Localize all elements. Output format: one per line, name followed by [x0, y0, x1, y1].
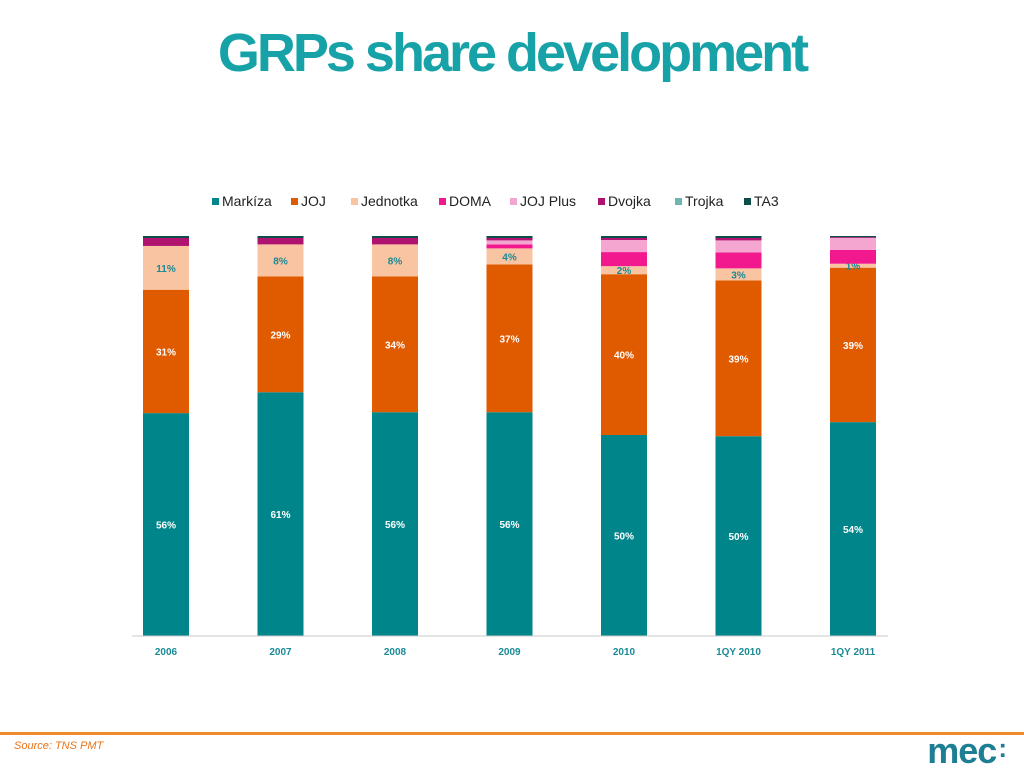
data-label-markiza-2008: 56%: [385, 520, 405, 531]
bar-markiza-1qy-2010: [715, 436, 762, 636]
data-label-markiza-1qy-2011: 54%: [843, 525, 863, 536]
bar-jednotka-2009: [486, 248, 533, 265]
data-label-jednotka-1qy-2010: 3%: [731, 270, 746, 281]
data-label-jednotka-2006: 11%: [156, 264, 176, 275]
x-axis-ticks: 2006 2007 2008 2009 2010 1QY 2010 1QY 2011: [155, 647, 876, 658]
data-label-joj-2008: 34%: [385, 340, 405, 351]
legend-label-ta3: TA3: [754, 193, 779, 209]
bar-doma-2009: [486, 244, 533, 249]
legend-swatch-ta3: [744, 198, 751, 205]
data-label-joj-2009: 37%: [499, 334, 519, 345]
legend-label-markiza: Markíza: [222, 193, 272, 209]
bar-dvojka-2006: [143, 237, 189, 246]
bar-joj-plus-1qy-2011: [830, 237, 876, 250]
legend-label-jednotka: Jednotka: [361, 193, 418, 209]
bar-joj-2006: [143, 289, 189, 414]
data-label-jednotka-2008: 8%: [388, 256, 403, 267]
bar-jednotka-1qy-2011: [830, 263, 876, 268]
x-tick-label-2007: 2007: [269, 647, 292, 658]
bar-ta3-2007: [257, 236, 304, 238]
bar-dvojka-2008: [372, 237, 418, 245]
x-tick-label-2010: 2010: [613, 647, 636, 658]
data-label-jednotka-1qy-2011: 1%: [846, 262, 861, 273]
bar-joj-2008: [372, 276, 418, 413]
legend-swatch-jednotka: [351, 198, 358, 205]
bar-dvojka-2007: [257, 237, 304, 245]
bar-markiza-2007: [257, 392, 304, 636]
source-note: Source: TNS PMT: [14, 740, 104, 752]
x-tick-label-2006: 2006: [155, 647, 178, 658]
chart-legend: Markíza JOJ Jednotka DOMA JOJ Plus Dvojka Troj…: [212, 193, 779, 209]
bar-markiza-2006: [143, 413, 189, 636]
bar-joj-2007: [257, 276, 304, 393]
bar-jednotka-2007: [257, 244, 304, 277]
bar-dvojka-2010: [601, 238, 647, 241]
x-tick-label-2009: 2009: [498, 647, 521, 658]
bar-ta3-1qy-2010: [715, 236, 762, 238]
legend-swatch-joj-plus: [510, 198, 517, 205]
bar-dvojka-1qy-2011: [830, 237, 876, 238]
data-label-markiza-2010: 50%: [614, 531, 634, 542]
logo-wordmark: mec: [927, 730, 997, 771]
bar-markiza-2010: [601, 434, 647, 636]
bar-joj-2009: [486, 264, 533, 413]
legend-swatch-dvojka: [598, 198, 605, 205]
legend-swatch-trojka: [675, 198, 682, 205]
data-label-joj-1qy-2010: 39%: [728, 354, 748, 365]
bar-doma-2010: [601, 252, 647, 267]
bar-ta3-2006: [143, 236, 189, 238]
logo-colon-mark: :: [998, 733, 1007, 763]
data-label-jednotka-2007: 8%: [273, 256, 288, 267]
bar-joj-plus-1qy-2010: [715, 240, 762, 253]
data-label-markiza-2009: 56%: [499, 520, 519, 531]
data-label-jednotka-2009: 4%: [502, 252, 517, 263]
x-tick-label-1qy-2010: 1QY 2010: [716, 647, 761, 658]
bar-markiza-1qy-2011: [830, 422, 876, 636]
bar-jednotka-2008: [372, 244, 418, 277]
bar-ta3-2008: [372, 236, 418, 238]
data-label-markiza-1qy-2010: 50%: [728, 532, 748, 543]
legend-label-trojka: Trojka: [685, 193, 724, 209]
bar-ta3-2009: [486, 236, 533, 238]
data-label-joj-1qy-2011: 39%: [843, 341, 863, 352]
stacked-bar-chart: Markíza JOJ Jednotka DOMA JOJ Plus Dvojka Troj…: [132, 193, 888, 658]
bar-dvojka-2009: [486, 237, 533, 241]
legend-label-joj: JOJ: [301, 193, 326, 209]
bar-ta3-1qy-2011: [830, 236, 876, 238]
bar-markiza-2009: [486, 412, 533, 636]
data-label-markiza-2007: 61%: [270, 510, 290, 521]
bar-jednotka-1qy-2010: [715, 268, 762, 281]
data-label-joj-2010: 40%: [614, 351, 634, 362]
bar-joj-1qy-2011: [830, 267, 876, 423]
mec-logo: mec:: [927, 730, 1007, 772]
legend-swatch-joj: [291, 198, 298, 205]
chart-title: GRPs share development: [217, 23, 809, 83]
legend-label-doma: DOMA: [449, 193, 492, 209]
bar-ta3-2010: [601, 236, 647, 239]
bar-dvojka-1qy-2010: [715, 237, 762, 241]
bar-doma-1qy-2011: [830, 249, 876, 264]
x-tick-label-2008: 2008: [384, 647, 407, 658]
bar-joj-1qy-2010: [715, 280, 762, 437]
footer-divider: [0, 732, 1024, 735]
bar-joj-plus-2009: [486, 240, 533, 245]
data-label-jednotka-2010: 2%: [617, 266, 632, 277]
data-label-joj-2006: 31%: [156, 347, 176, 358]
legend-swatch-markiza: [212, 198, 219, 205]
bar-markiza-2008: [372, 412, 418, 636]
bar-doma-1qy-2010: [715, 252, 762, 269]
bar-jednotka-2006: [143, 245, 189, 290]
chart-bars: 56% 31% 11% 61% 29% 8% 56% 34% 8% 56% 37% 4% 50% 40% 2…: [143, 236, 876, 636]
legend-swatch-doma: [439, 198, 446, 205]
data-label-joj-2007: 29%: [270, 330, 290, 341]
bar-jednotka-2010: [601, 266, 647, 275]
legend-label-joj-plus: JOJ Plus: [520, 193, 576, 209]
bar-joj-2010: [601, 274, 647, 435]
bar-joj-plus-2010: [601, 240, 647, 253]
data-label-markiza-2006: 56%: [156, 521, 176, 532]
x-tick-label-1qy-2011: 1QY 2011: [831, 647, 876, 658]
legend-label-dvojka: Dvojka: [608, 193, 651, 209]
